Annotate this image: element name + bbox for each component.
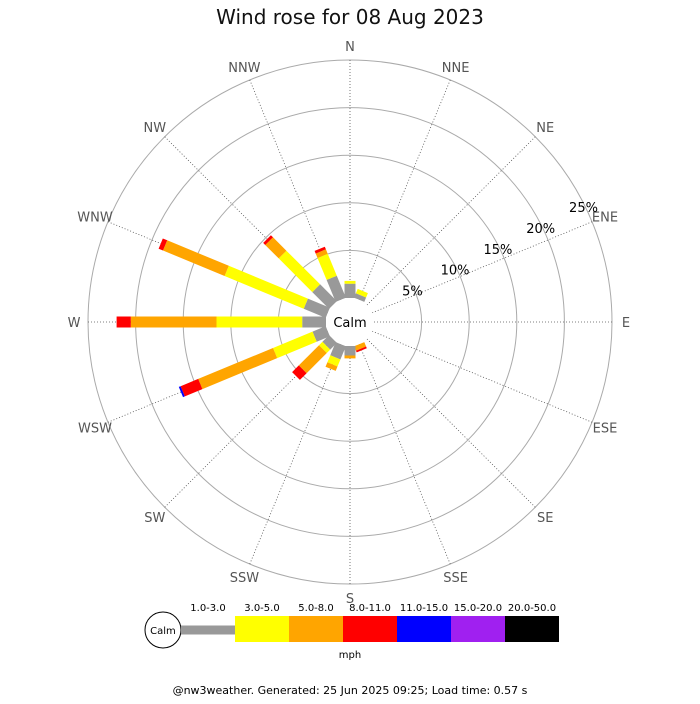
legend-label-8.0-11.0: 8.0-11.0 (349, 603, 391, 614)
bar-sse-5.0-8.0 (354, 342, 367, 351)
direction-label-ene: ENE (592, 210, 618, 225)
direction-label-e: E (622, 316, 630, 331)
bar-nnw-3.0-5.0 (317, 253, 337, 280)
bar-sse-8.0-11.0 (355, 346, 367, 353)
bar-wnw-8.0-11.0 (158, 238, 168, 251)
bar-s-1.0-3.0 (344, 346, 356, 356)
direction-label-se: SE (537, 511, 553, 526)
bar-nnw-8.0-11.0 (314, 246, 326, 254)
legend-swatch-5.0-8.0 (289, 616, 343, 642)
bar-wnw-1.0-3.0 (303, 298, 330, 318)
legend-swatch-8.0-11.0 (343, 616, 397, 642)
legend-label-3.0-5.0: 3.0-5.0 (244, 603, 279, 614)
direction-label-w: W (68, 316, 81, 331)
bar-w-3.0-5.0 (216, 316, 303, 328)
direction-label-s: S (346, 592, 354, 607)
grid-spoke-ese (372, 330, 593, 423)
legend-label-1.0-3.0: 1.0-3.0 (190, 603, 225, 614)
bar-sw-3.0-5.0 (319, 341, 331, 353)
bar-wsw-8.0-11.0 (180, 378, 203, 397)
legend-calm-label: Calm (150, 626, 176, 637)
direction-label-nne: NNE (442, 61, 470, 76)
legend-swatch-1.0-3.0 (181, 625, 235, 635)
legend-swatch-3.0-5.0 (235, 616, 289, 642)
ring-labels: 5% 10% 15% 20% 25% (402, 201, 598, 300)
legend-label-20.0-50.0: 20.0-50.0 (508, 603, 556, 614)
ring-label-5%: 5% (402, 285, 423, 300)
direction-label-wnw: WNW (77, 210, 113, 225)
direction-label-ese: ESE (593, 422, 618, 437)
ring-label-15%: 15% (483, 243, 512, 258)
direction-label-sse: SSE (443, 571, 468, 586)
bar-w-8.0-11.0 (116, 316, 131, 328)
bar-sw-1.0-3.0 (322, 335, 337, 350)
grid-spoke-nne (358, 79, 451, 300)
bar-nne-3.0-5.0 (355, 288, 368, 298)
grid-spoke-sse (358, 344, 451, 565)
bar-ssw-1.0-3.0 (330, 342, 346, 360)
direction-label-sw: SW (144, 511, 165, 526)
bar-n-1.0-3.0 (344, 283, 356, 298)
legend-swatch-20.0-50.0 (505, 616, 559, 642)
ring-label-20%: 20% (526, 222, 555, 237)
bar-nnw-1.0-3.0 (326, 275, 346, 302)
calm-label: Calm (333, 316, 366, 331)
bar-wnw-5.0-8.0 (163, 240, 229, 276)
bar-n-3.0-5.0 (344, 280, 356, 284)
ring-label-25%: 25% (569, 201, 598, 216)
bar-nne-1.0-3.0 (354, 293, 367, 302)
bar-ssw-3.0-5.0 (327, 355, 341, 367)
bar-wsw-11.0-15.0 (178, 386, 185, 398)
bar-nnw-5.0-8.0 (315, 249, 328, 258)
grid-spoke-se (366, 338, 536, 508)
legend-label-15.0-20.0: 15.0-20.0 (454, 603, 502, 614)
direction-label-wsw: WSW (78, 422, 112, 437)
calm-circle (326, 298, 374, 346)
bar-nw-1.0-3.0 (312, 284, 337, 309)
wind-bars (116, 235, 368, 398)
direction-label-nnw: NNW (228, 61, 260, 76)
legend-label-11.0-15.0: 11.0-15.0 (400, 603, 448, 614)
bar-wsw-3.0-5.0 (273, 331, 317, 359)
bar-nw-8.0-11.0 (263, 235, 273, 245)
legend-swatch-15.0-20.0 (451, 616, 505, 642)
bar-wnw-3.0-5.0 (224, 265, 308, 309)
grid-spoke-ene (372, 221, 593, 314)
bar-ssw-5.0-8.0 (325, 362, 338, 371)
ring-label-10%: 10% (441, 264, 470, 279)
calm-center: Calm (326, 298, 374, 346)
bar-wsw-1.0-3.0 (312, 326, 330, 342)
bar-nw-5.0-8.0 (265, 237, 287, 259)
bar-w-1.0-3.0 (302, 316, 326, 328)
speed-legend: Calm 1.0-3.0 3.0-5.0 5.0-8.0 8.0-11.0 11.0-1… (144, 603, 559, 661)
direction-labels: N NNE NE ENE E ESE SE SSE S SSW SW WSW W WNW NW NNW (68, 40, 631, 607)
legend-unit-label: mph (339, 650, 361, 661)
bar-nw-3.0-5.0 (278, 250, 321, 293)
bar-wsw-5.0-8.0 (198, 348, 278, 390)
grid-spoke-ssw (249, 344, 342, 565)
legend-swatch-11.0-15.0 (397, 616, 451, 642)
bar-sw-5.0-8.0 (298, 345, 327, 374)
direction-label-nw: NW (144, 121, 167, 136)
footer-text: @nw3weather. Generated: 25 Jun 2025 09:2… (173, 684, 528, 697)
direction-label-n: N (345, 40, 355, 55)
legend-swatches: 1.0-3.0 3.0-5.0 5.0-8.0 8.0-11.0 11.0-15.0 15… (181, 603, 559, 642)
bar-sw-8.0-11.0 (292, 365, 307, 380)
bar-s-5.0-8.0 (344, 355, 356, 359)
grid-spoke-ne (366, 136, 536, 306)
direction-label-ssw: SSW (230, 571, 260, 586)
chart-title: Wind rose for 08 Aug 2023 (216, 5, 484, 29)
legend-label-5.0-8.0: 5.0-8.0 (298, 603, 333, 614)
direction-label-ne: NE (536, 121, 554, 136)
bar-w-5.0-8.0 (130, 316, 217, 328)
